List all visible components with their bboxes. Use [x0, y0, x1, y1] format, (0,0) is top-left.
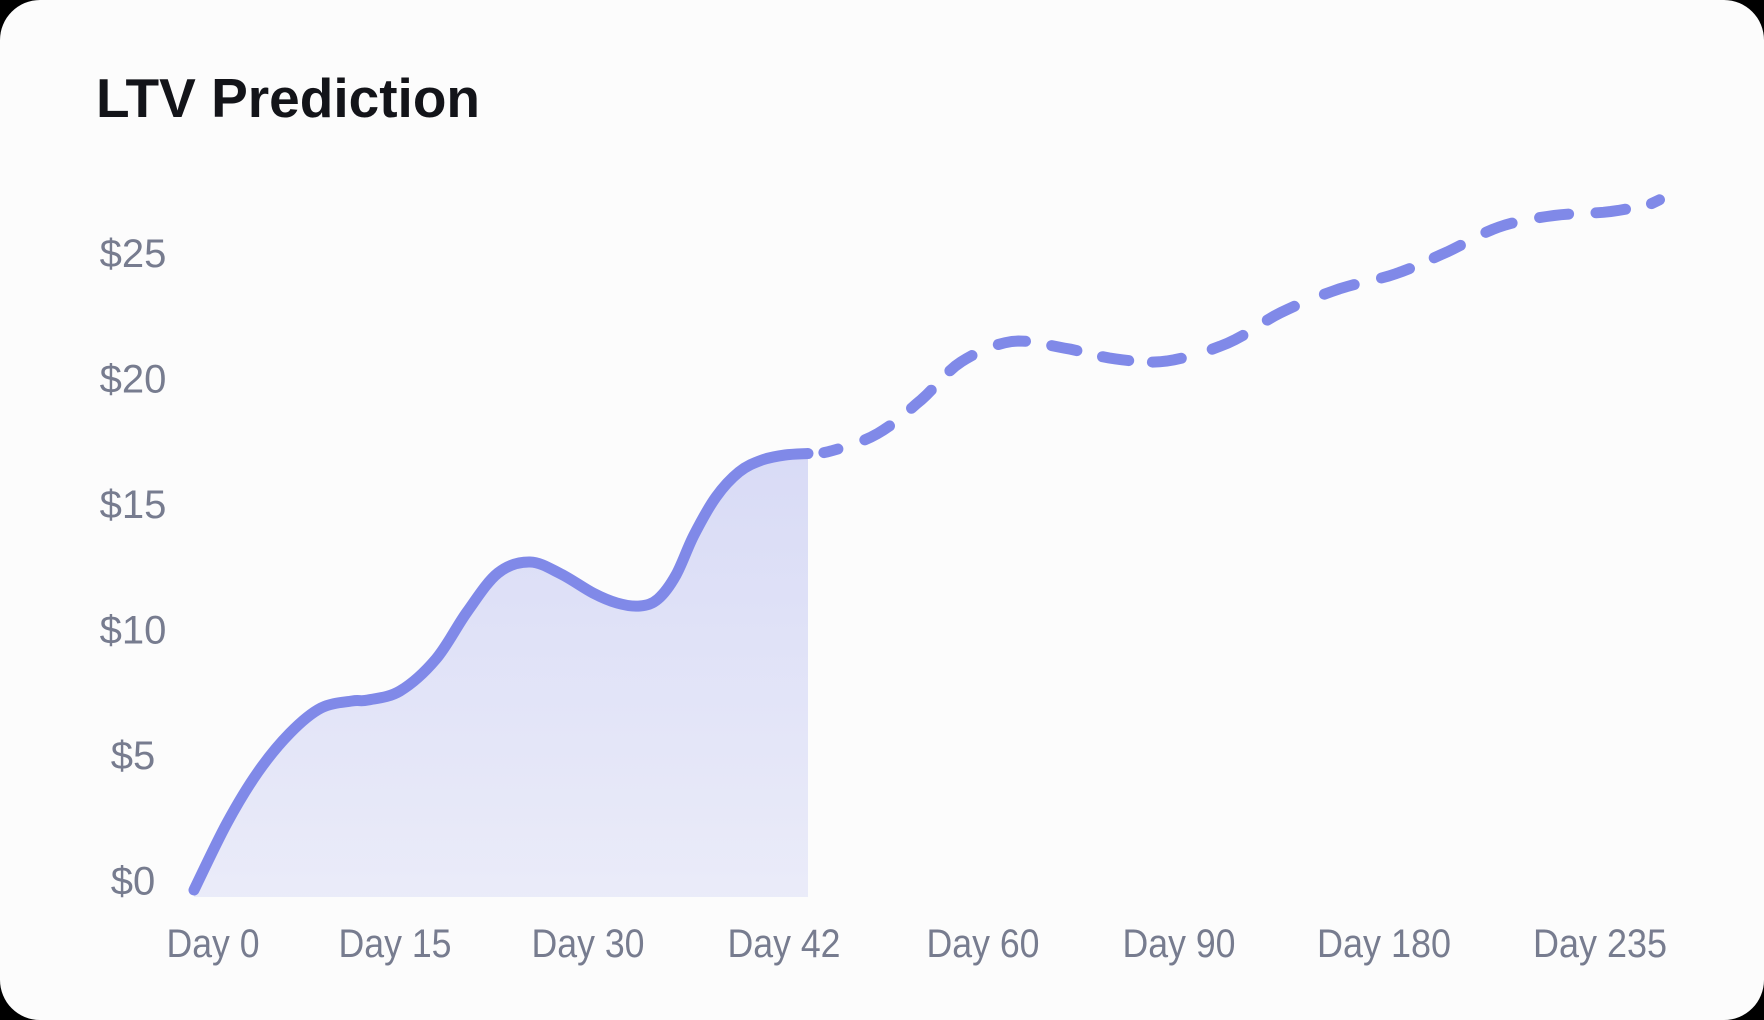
svg-text:$15: $15 — [100, 483, 167, 527]
svg-text:Day 235: Day 235 — [1533, 922, 1667, 966]
svg-text:$10: $10 — [100, 609, 167, 653]
svg-text:$25: $25 — [100, 232, 167, 276]
svg-text:$20: $20 — [100, 358, 167, 402]
svg-text:Day 90: Day 90 — [1123, 922, 1236, 966]
svg-text:$5: $5 — [111, 734, 156, 778]
svg-text:Day 0: Day 0 — [167, 922, 260, 966]
svg-text:Day 42: Day 42 — [728, 922, 841, 966]
svg-text:Day 60: Day 60 — [927, 922, 1040, 966]
svg-text:Day 15: Day 15 — [339, 922, 452, 966]
svg-text:Day 30: Day 30 — [532, 922, 645, 966]
svg-text:Day 180: Day 180 — [1317, 922, 1451, 966]
svg-text:$0: $0 — [111, 860, 156, 904]
